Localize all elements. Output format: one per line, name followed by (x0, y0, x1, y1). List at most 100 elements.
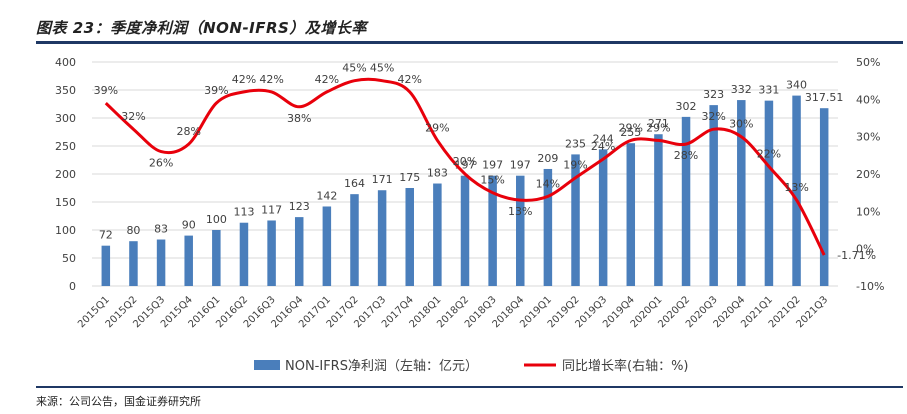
bar-value-label: 332 (731, 83, 752, 96)
bar (267, 220, 276, 286)
source-note: 来源：公司公告，国金证券研究所 (36, 395, 201, 408)
legend: NON-IFRS净利润（左轴：亿元） 同比增长率(右轴：%) (254, 358, 689, 374)
y-left-tick-label: 400 (55, 56, 76, 69)
bar (294, 217, 304, 286)
y-axis-left: 0 50 100 150 200 250 300 350 400 (55, 56, 76, 293)
line-value-label: 26% (149, 157, 173, 170)
bar (709, 105, 718, 287)
y-right-tick-label: 50% (856, 56, 880, 69)
bar (598, 149, 608, 286)
line-value-label: 32% (701, 110, 725, 123)
bar (488, 175, 497, 286)
bar (101, 245, 111, 286)
bar-data-labels: 72 80 83 90 100 113 117 123 142 164 171 175 183 197 19… (99, 79, 844, 242)
y-left-tick-label: 100 (55, 224, 76, 237)
bar-series (101, 95, 829, 287)
bar-value-label: 255 (620, 126, 641, 139)
bar (792, 95, 801, 286)
line-value-label: 45% (342, 62, 366, 75)
line-value-label: 20% (453, 155, 477, 168)
bar-value-label: 123 (289, 200, 310, 213)
line-value-label: 42% (259, 73, 283, 86)
bar (626, 143, 636, 286)
bar (212, 230, 221, 286)
line-data-labels: 39%32%26%28%39%42% 42%38%42%45% 45%42%29%2… (94, 62, 877, 262)
bar (543, 168, 553, 286)
y-left-tick-label: 200 (55, 168, 76, 181)
y-left-tick-label: 350 (55, 84, 76, 97)
line-value-label: 19% (563, 159, 587, 172)
line-value-label: 29% (619, 121, 643, 134)
bar (681, 116, 691, 286)
line-value-label: 22% (757, 148, 781, 161)
bar-value-label: 83 (154, 223, 168, 236)
legend-bar-label: NON-IFRS净利润（左轴：亿元） (285, 359, 478, 374)
line-value-label: 45% (370, 62, 394, 75)
y-right-tick-label: 0% (856, 243, 873, 256)
title-rule (36, 41, 903, 44)
bar (377, 190, 387, 286)
bar-value-label: 209 (537, 152, 558, 165)
bar (322, 206, 332, 286)
bar (460, 175, 470, 286)
bar (184, 235, 193, 286)
bar-value-label: 197 (510, 159, 531, 172)
bar-value-label: 317.51 (805, 91, 844, 104)
bar-value-label: 340 (786, 79, 807, 92)
y-right-tick-label: -10% (856, 280, 884, 293)
bar (764, 100, 774, 286)
bar-value-label: 164 (344, 177, 365, 190)
bar (819, 108, 829, 286)
bar-value-label: 183 (427, 167, 448, 180)
bar (737, 100, 746, 286)
line-value-label: 30% (729, 118, 753, 131)
bar-value-label: 235 (565, 137, 586, 150)
bar-value-label: 171 (372, 173, 393, 186)
y-right-tick-label: 40% (856, 93, 880, 106)
bar (654, 134, 663, 286)
bar-value-label: 90 (182, 219, 196, 232)
y-right-tick-label: 30% (856, 131, 880, 144)
bar-value-label: 80 (126, 224, 140, 237)
footer-rule (36, 386, 903, 388)
line-value-label: 39% (94, 84, 118, 97)
line-value-label: 29% (425, 121, 449, 134)
bar (350, 194, 359, 286)
legend-line-label: 同比增长率(右轴：%) (562, 358, 689, 374)
line-value-label: 28% (176, 125, 200, 138)
y-right-tick-label: 10% (856, 205, 880, 218)
line-value-label: 13% (508, 205, 532, 218)
x-axis-labels: 2015Q12015Q22015Q32015Q42016Q12016Q22016… (76, 294, 830, 330)
line-value-label: 29% (646, 121, 670, 134)
bar-value-label: 72 (99, 229, 113, 242)
chart-title: 图表 23：季度净利润（NON-IFRS）及增长率 (36, 19, 367, 37)
bar (129, 241, 138, 286)
bar-value-label: 323 (703, 88, 724, 101)
growth-line (104, 77, 826, 256)
line-value-label: 14% (536, 177, 560, 190)
bar-value-label: 197 (482, 159, 503, 172)
bar (516, 175, 525, 286)
line-value-label: 13% (784, 181, 808, 194)
y-left-tick-label: 250 (55, 140, 76, 153)
y-left-tick-label: 50 (62, 252, 76, 265)
line-value-label: 39% (204, 84, 228, 97)
line-value-label: 42% (232, 73, 256, 86)
y-axis-right: -10% 0% 10% 20% 30% 40% 50% (856, 56, 884, 293)
legend-bar-swatch (254, 360, 280, 370)
bar-value-label: 100 (206, 213, 227, 226)
bar-value-label: 117 (261, 203, 282, 216)
bar-value-label: 175 (399, 171, 420, 184)
bar (571, 154, 580, 286)
line-value-label: 28% (674, 149, 698, 162)
bar-value-label: 113 (233, 206, 254, 219)
y-left-tick-label: 150 (55, 196, 76, 209)
line-value-label: -1.71% (837, 249, 876, 262)
line-value-label: 38% (287, 112, 311, 125)
bar-value-label: 271 (648, 117, 669, 130)
line-value-label: 32% (121, 110, 145, 123)
bar-value-label: 142 (316, 189, 337, 202)
bar-value-label: 244 (593, 132, 614, 145)
line-value-label: 42% (398, 73, 422, 86)
